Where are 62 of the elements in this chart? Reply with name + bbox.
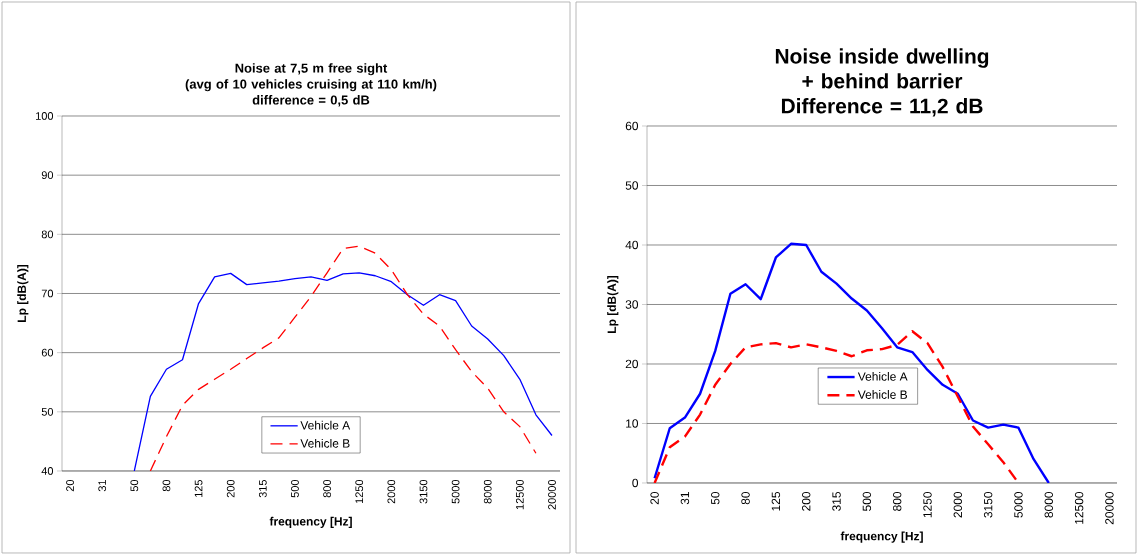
- line-series: [653, 242, 1050, 483]
- y-axis-title: Lp [dB(A)]: [607, 275, 619, 333]
- x-axis-title: frequency [Hz]: [269, 516, 352, 528]
- x-axis-title: frequency [Hz]: [840, 531, 923, 543]
- x-tick-label: 50: [711, 491, 720, 505]
- x-tick-label: 50: [130, 479, 139, 492]
- y-tick-label: 40: [41, 467, 54, 475]
- x-tick-label: 5000: [1014, 491, 1023, 518]
- text: difference = 0,5 dB: [252, 95, 370, 107]
- x-tick-label: 3150: [419, 479, 428, 504]
- x-tick-label: 125: [771, 492, 781, 511]
- y-tick-label: 60: [625, 121, 639, 131]
- x-tick-label: 31: [680, 492, 690, 505]
- y-axis-title: Lp [dB(A)]: [17, 264, 29, 322]
- x-tick-label: 5000: [451, 479, 460, 504]
- legend-label: Vehicle B: [300, 438, 350, 448]
- x-tick-label: 800: [892, 491, 902, 511]
- x-tick-label: 20000: [1105, 491, 1114, 525]
- y-tick-label: 100: [36, 112, 54, 120]
- x-tick-label: 200: [226, 479, 235, 498]
- y-tick-label: 90: [41, 171, 54, 180]
- x-tick-label: 80: [162, 479, 171, 492]
- x-tick-label: 2000: [953, 491, 963, 518]
- y-tick-label: 50: [41, 407, 54, 416]
- legend-label: Vehicle A: [300, 420, 351, 430]
- x-tick-label: 315: [832, 492, 841, 511]
- line-series: [149, 245, 537, 471]
- x-tick-label: 3150: [983, 491, 993, 518]
- x-tick-label: 500: [291, 479, 299, 498]
- x-tick-label: 1250: [923, 491, 932, 518]
- y-tick-label: 50: [625, 181, 639, 190]
- x-tick-label: 8000: [1044, 491, 1054, 518]
- x-tick-label: 12500: [1074, 491, 1084, 524]
- x-tick-label: 20000: [548, 479, 556, 510]
- legend-label: Vehicle A: [857, 371, 908, 381]
- x-tick-label: 20: [650, 491, 659, 505]
- x-tick-label: 1250: [355, 479, 364, 504]
- y-tick-label: 80: [41, 230, 54, 239]
- x-tick-label: 8000: [483, 479, 492, 504]
- legend-label: Vehicle B: [857, 390, 907, 399]
- x-tick-label: 125: [194, 479, 203, 497]
- text: Difference = 11,2 dB: [781, 98, 983, 117]
- y-tick-label: 60: [41, 348, 54, 357]
- x-tick-label: 12500: [515, 479, 524, 510]
- x-tick-label: 500: [862, 491, 872, 511]
- chart-title: Noise at 7,5 m free sight: [235, 63, 388, 76]
- x-tick-label: 20: [66, 479, 74, 492]
- chart-subtitle: (avg of 10 vehicles cruising at 110 km/h): [185, 79, 437, 92]
- y-tick-label: 0: [632, 478, 639, 488]
- x-tick-label: 800: [323, 479, 331, 498]
- y-tick-label: 40: [625, 240, 639, 250]
- y-tick-label: 10: [626, 419, 639, 428]
- line-series: [133, 272, 553, 471]
- y-tick-label: 30: [625, 300, 639, 309]
- y-tick-label: 70: [41, 289, 54, 298]
- x-tick-label: 80: [741, 491, 750, 505]
- x-tick-label: 315: [258, 479, 267, 498]
- x-tick-label: 200: [801, 491, 811, 511]
- chart-title: Noise inside dwelling + behind barrier: [775, 48, 989, 89]
- y-tick-label: 20: [625, 359, 639, 369]
- x-tick-label: 2000: [387, 479, 396, 504]
- x-tick-label: 31: [98, 480, 107, 492]
